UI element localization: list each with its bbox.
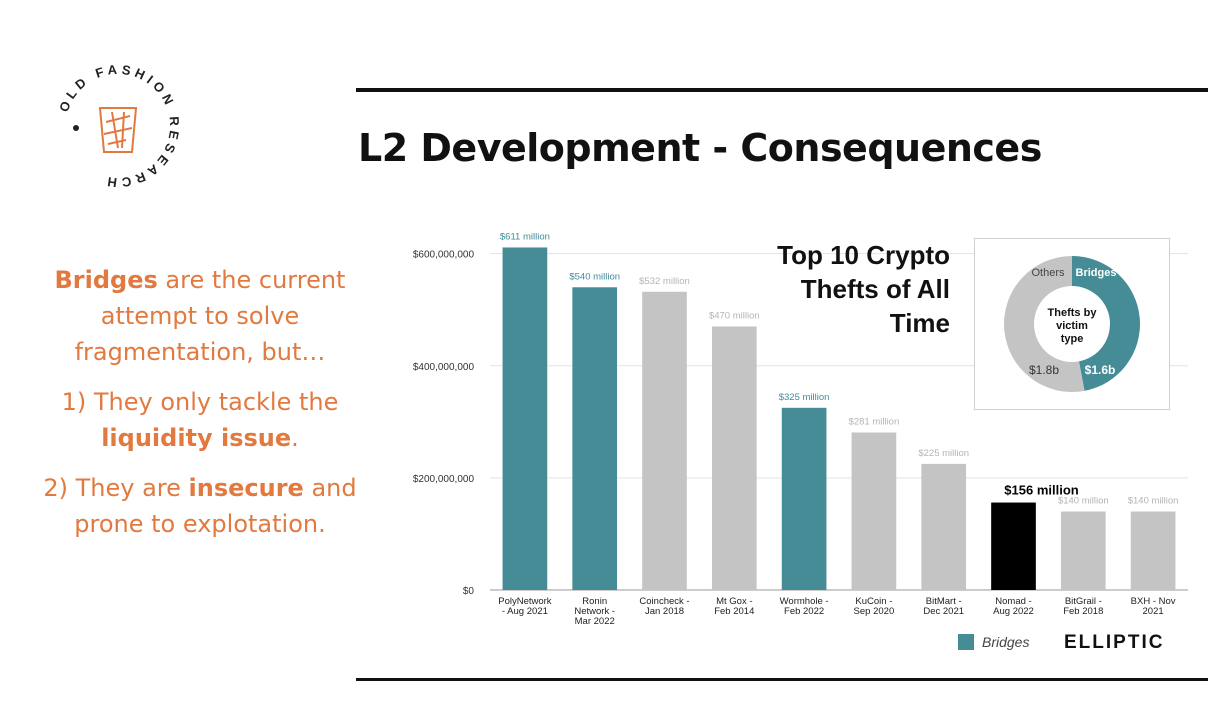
bar-value-label: $140 million <box>1058 496 1109 507</box>
x-tick-label: KuCoin - <box>855 596 892 607</box>
victim-type-inset: $1.6b Bridges $1.8b Others Thefts by victim ty… <box>974 238 1170 410</box>
point-1-bold: liquidity issue <box>101 424 292 452</box>
bar <box>711 326 757 590</box>
bar-value-label: $532 million <box>639 276 690 287</box>
bar <box>991 502 1036 590</box>
x-tick-label: PolyNetwork <box>498 596 552 607</box>
bar-value-label: $225 million <box>918 448 969 459</box>
pie-slice-name: Others <box>1031 267 1065 279</box>
pie-slice-name: Bridges <box>1076 267 1117 279</box>
x-tick-label: Aug 2022 <box>993 606 1034 617</box>
intro-bold: Bridges <box>54 266 158 294</box>
pie-center-title: Thefts by <box>1048 307 1098 319</box>
pie-center-title: victim <box>1056 320 1088 332</box>
x-tick-label: Ronin <box>582 596 607 607</box>
x-tick-label: Mt Gox - <box>716 596 752 607</box>
point-2-bold: insecure <box>188 474 304 502</box>
bar-value-label: $611 million <box>500 231 550 242</box>
x-tick-label: Coincheck - <box>639 596 689 607</box>
x-tick-label: BitMart - <box>926 596 962 607</box>
pie-value-label: $1.8b <box>1029 363 1059 377</box>
bar-value-label: $156 million <box>1004 483 1078 498</box>
legend-swatch-bridges <box>958 634 974 650</box>
pie-slice <box>1004 256 1085 392</box>
x-tick-label: BXH - Nov <box>1131 596 1176 607</box>
pie-value-label: $1.6b <box>1085 363 1116 377</box>
point-1: 1) They only tackle the liquidity issue. <box>30 384 370 456</box>
point-1-pre: 1) They only tackle the <box>61 388 339 416</box>
slide-title: L2 Development - Consequences <box>358 126 1042 170</box>
y-tick-label: $600,000,000 <box>413 250 475 261</box>
point-2-pre: 2) They are <box>43 474 189 502</box>
y-tick-label: $400,000,000 <box>413 362 475 373</box>
top-divider <box>356 88 1208 92</box>
pie-slice <box>1072 256 1141 391</box>
x-tick-label: Feb 2018 <box>1063 606 1103 617</box>
bar <box>921 463 967 590</box>
pie-center-title: type <box>1061 333 1084 345</box>
x-tick-label: Nomad - <box>995 596 1031 607</box>
chart-title-line-3: Time <box>889 308 950 338</box>
thefts-chart: $0 $200,000,000 $400,000,000 $600,000,000 $6… <box>380 210 1190 670</box>
point-1-post: . <box>291 424 299 452</box>
bar <box>781 407 827 590</box>
bar <box>1060 511 1106 590</box>
logo: OLD FASHION RESEARCH <box>48 56 188 196</box>
bar-value-label: $140 million <box>1128 496 1179 507</box>
x-tick-label: Feb 2014 <box>714 606 754 617</box>
point-2-post: and prone to explotation. <box>74 474 357 538</box>
x-tick-label: Sep 2020 <box>854 606 895 617</box>
x-tick-label: Feb 2022 <box>784 606 824 617</box>
legend: Bridges <box>958 634 1029 650</box>
chart-title-line-1: Top 10 Crypto <box>777 240 950 270</box>
x-tick-label: Wormhole - <box>780 596 829 607</box>
x-tick-label: Mar 2022 <box>575 616 615 627</box>
victim-type-donut: $1.6b Bridges $1.8b Others Thefts byvictimty… <box>1004 256 1141 392</box>
bar-value-label: $540 million <box>569 271 620 282</box>
elliptic-brand: ELLIPTIC <box>1064 632 1165 653</box>
bridges-explanation: Bridges are the current attempt to solve… <box>30 262 370 556</box>
x-tick-label: Network - <box>574 606 615 617</box>
bar <box>572 287 618 590</box>
x-tick-label: Dec 2021 <box>923 606 964 617</box>
x-tick-label: 2021 <box>1143 606 1164 617</box>
bar-value-label: $281 million <box>849 416 900 427</box>
intro-rest: are the current attempt to solve fragmen… <box>74 266 346 366</box>
legend-label-bridges: Bridges <box>982 634 1030 650</box>
bar <box>502 247 548 590</box>
chart-title-line-2: Thefts of All <box>800 274 950 304</box>
bar <box>642 291 687 590</box>
bar <box>851 432 897 590</box>
chart-title: Top 10 Crypto Thefts of All Time <box>777 238 950 340</box>
bottom-divider <box>356 678 1208 681</box>
logo-seal-icon: OLD FASHION RESEARCH <box>56 62 178 191</box>
point-2: 2) They are insecure and prone to explot… <box>30 470 370 542</box>
y-tick-label: $200,000,000 <box>413 474 475 485</box>
y-tick-label: $0 <box>463 586 475 597</box>
x-tick-label: Jan 2018 <box>645 606 684 617</box>
bar-value-label: $325 million <box>779 392 830 403</box>
bar <box>1130 511 1176 590</box>
x-tick-label: BitGrail - <box>1065 596 1102 607</box>
bar-value-label: $470 million <box>709 311 760 322</box>
x-tick-label: - Aug 2021 <box>502 606 548 617</box>
intro-paragraph: Bridges are the current attempt to solve… <box>30 262 370 370</box>
